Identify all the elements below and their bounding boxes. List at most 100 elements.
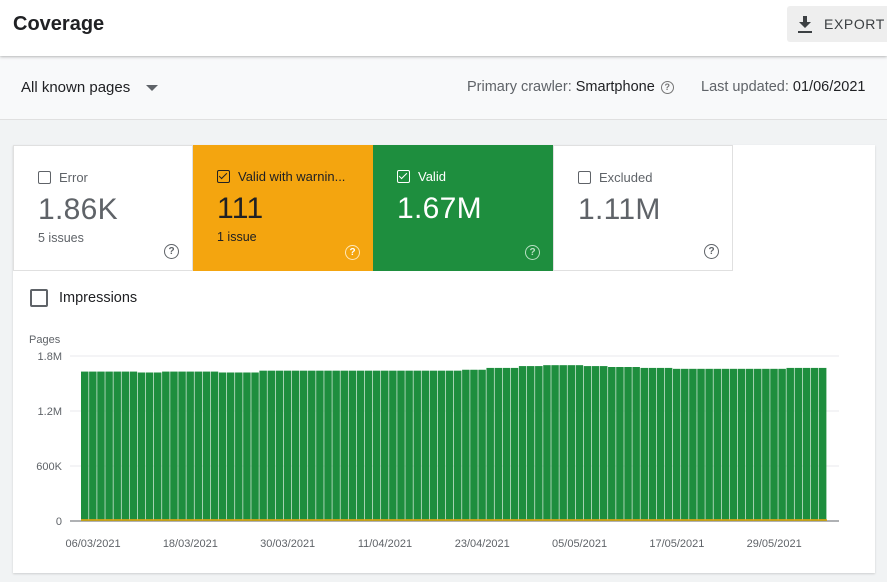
card-excluded-value: 1.11M (578, 193, 661, 226)
valid-bar (299, 370, 308, 521)
valid-bar (608, 367, 616, 521)
valid-bar (97, 371, 105, 521)
valid-bar (713, 368, 721, 521)
card-valid-with-warnings[interactable]: Valid with warnin... 111 1 issue ? (193, 145, 373, 271)
valid-bar (381, 370, 389, 521)
warnings-checkbox[interactable] (217, 170, 230, 183)
valid-bar (818, 367, 827, 521)
coverage-chart: Pages 0 600K 1.2M 1.8M 06/03/2021 18/03/2021 30… (29, 334, 839, 550)
valid-bar (632, 367, 640, 521)
valid-bar (113, 371, 121, 521)
valid-bar (543, 365, 551, 521)
valid-bar (218, 372, 227, 521)
valid-bar (170, 371, 178, 521)
valid-bar (624, 367, 632, 521)
valid-bar (153, 372, 162, 521)
x-tick-label: 30/03/2021 (260, 538, 315, 550)
y-tick-label: 1.8M (38, 351, 62, 363)
valid-bar (210, 371, 219, 521)
valid-bar (486, 367, 494, 521)
y-axis-label: Pages (29, 334, 61, 346)
impressions-label: Impressions (59, 290, 138, 306)
x-tick-label: 29/05/2021 (747, 538, 802, 550)
y-tick-label: 600K (36, 461, 62, 473)
crawler-label: Primary crawler: (467, 79, 572, 95)
valid-bar (105, 371, 113, 521)
valid-bar (794, 367, 803, 521)
valid-bar (364, 370, 373, 521)
valid-bar (648, 367, 657, 521)
card-warn-label: Valid with warnin... (238, 169, 346, 184)
x-tick-label: 18/03/2021 (163, 538, 218, 550)
valid-bar (762, 368, 770, 521)
valid-bar (721, 368, 730, 521)
help-icon[interactable]: ? (660, 80, 674, 94)
valid-bar (689, 368, 697, 521)
valid-bar (551, 365, 559, 521)
valid-bar (502, 367, 511, 521)
valid-bar (372, 370, 381, 521)
pages-dropdown[interactable]: All known pages (21, 79, 159, 96)
valid-bar (275, 370, 284, 521)
valid-bar (202, 371, 211, 521)
valid-bar (664, 367, 673, 521)
x-tick-label: 17/05/2021 (649, 538, 704, 550)
valid-bar (518, 366, 527, 521)
valid-bar (194, 371, 203, 521)
x-tick-label: 23/04/2021 (455, 538, 510, 550)
valid-bar (778, 368, 786, 521)
x-tick-label: 11/04/2021 (358, 538, 412, 550)
valid-bar (283, 370, 292, 521)
card-valid-value: 1.67M (397, 192, 482, 225)
valid-bar (389, 370, 397, 521)
valid-bar (340, 370, 348, 521)
valid-bar (308, 370, 316, 521)
valid-bar (162, 371, 170, 521)
impressions-checkbox[interactable] (30, 289, 48, 307)
updated-label: Last updated: (701, 79, 789, 95)
y-tick-label: 0 (56, 516, 62, 528)
impressions-toggle[interactable]: Impressions (30, 289, 137, 307)
card-error-label: Error (59, 170, 88, 185)
card-valid[interactable]: Valid 1.67M ? (373, 145, 553, 271)
valid-bar (267, 370, 276, 521)
valid-bar (405, 370, 413, 521)
filter-bar: All known pages Primary crawler: Smartph… (0, 57, 887, 120)
valid-bar (437, 370, 446, 521)
card-error[interactable]: Error 1.86K 5 issues ? (13, 145, 193, 271)
help-icon[interactable]: ? (704, 244, 719, 259)
valid-bar (526, 366, 535, 521)
primary-crawler: Primary crawler: Smartphone ? (467, 79, 674, 95)
valid-bar (697, 368, 705, 521)
valid-bar (616, 367, 624, 521)
page-title: Coverage (13, 13, 105, 35)
valid-bar (186, 371, 194, 521)
export-button[interactable]: EXPORT (787, 6, 887, 42)
help-icon[interactable]: ? (525, 245, 540, 260)
excluded-checkbox[interactable] (578, 171, 591, 184)
valid-bar (705, 368, 713, 521)
valid-bar (810, 367, 819, 521)
valid-bar (421, 370, 430, 521)
valid-bar (226, 372, 235, 521)
help-icon[interactable]: ? (164, 244, 179, 259)
valid-bar (470, 369, 478, 521)
card-excluded[interactable]: Excluded 1.11M ? (553, 145, 733, 271)
caret-down-icon (146, 84, 159, 91)
valid-bar (356, 370, 365, 521)
card-warn-value: 111 (217, 192, 264, 225)
valid-bar (89, 371, 97, 521)
x-tick-label: 05/05/2021 (552, 538, 607, 550)
valid-bar (121, 371, 130, 521)
help-icon[interactable]: ? (345, 245, 360, 260)
export-label: EXPORT (824, 16, 885, 32)
valid-bar (397, 370, 405, 521)
valid-bar (454, 370, 462, 521)
error-checkbox[interactable] (38, 171, 51, 184)
valid-checkbox[interactable] (397, 170, 410, 183)
valid-bar (316, 370, 324, 521)
valid-bar (754, 368, 762, 521)
valid-bar (259, 370, 267, 521)
valid-bar (535, 366, 543, 521)
valid-bar (145, 372, 154, 521)
